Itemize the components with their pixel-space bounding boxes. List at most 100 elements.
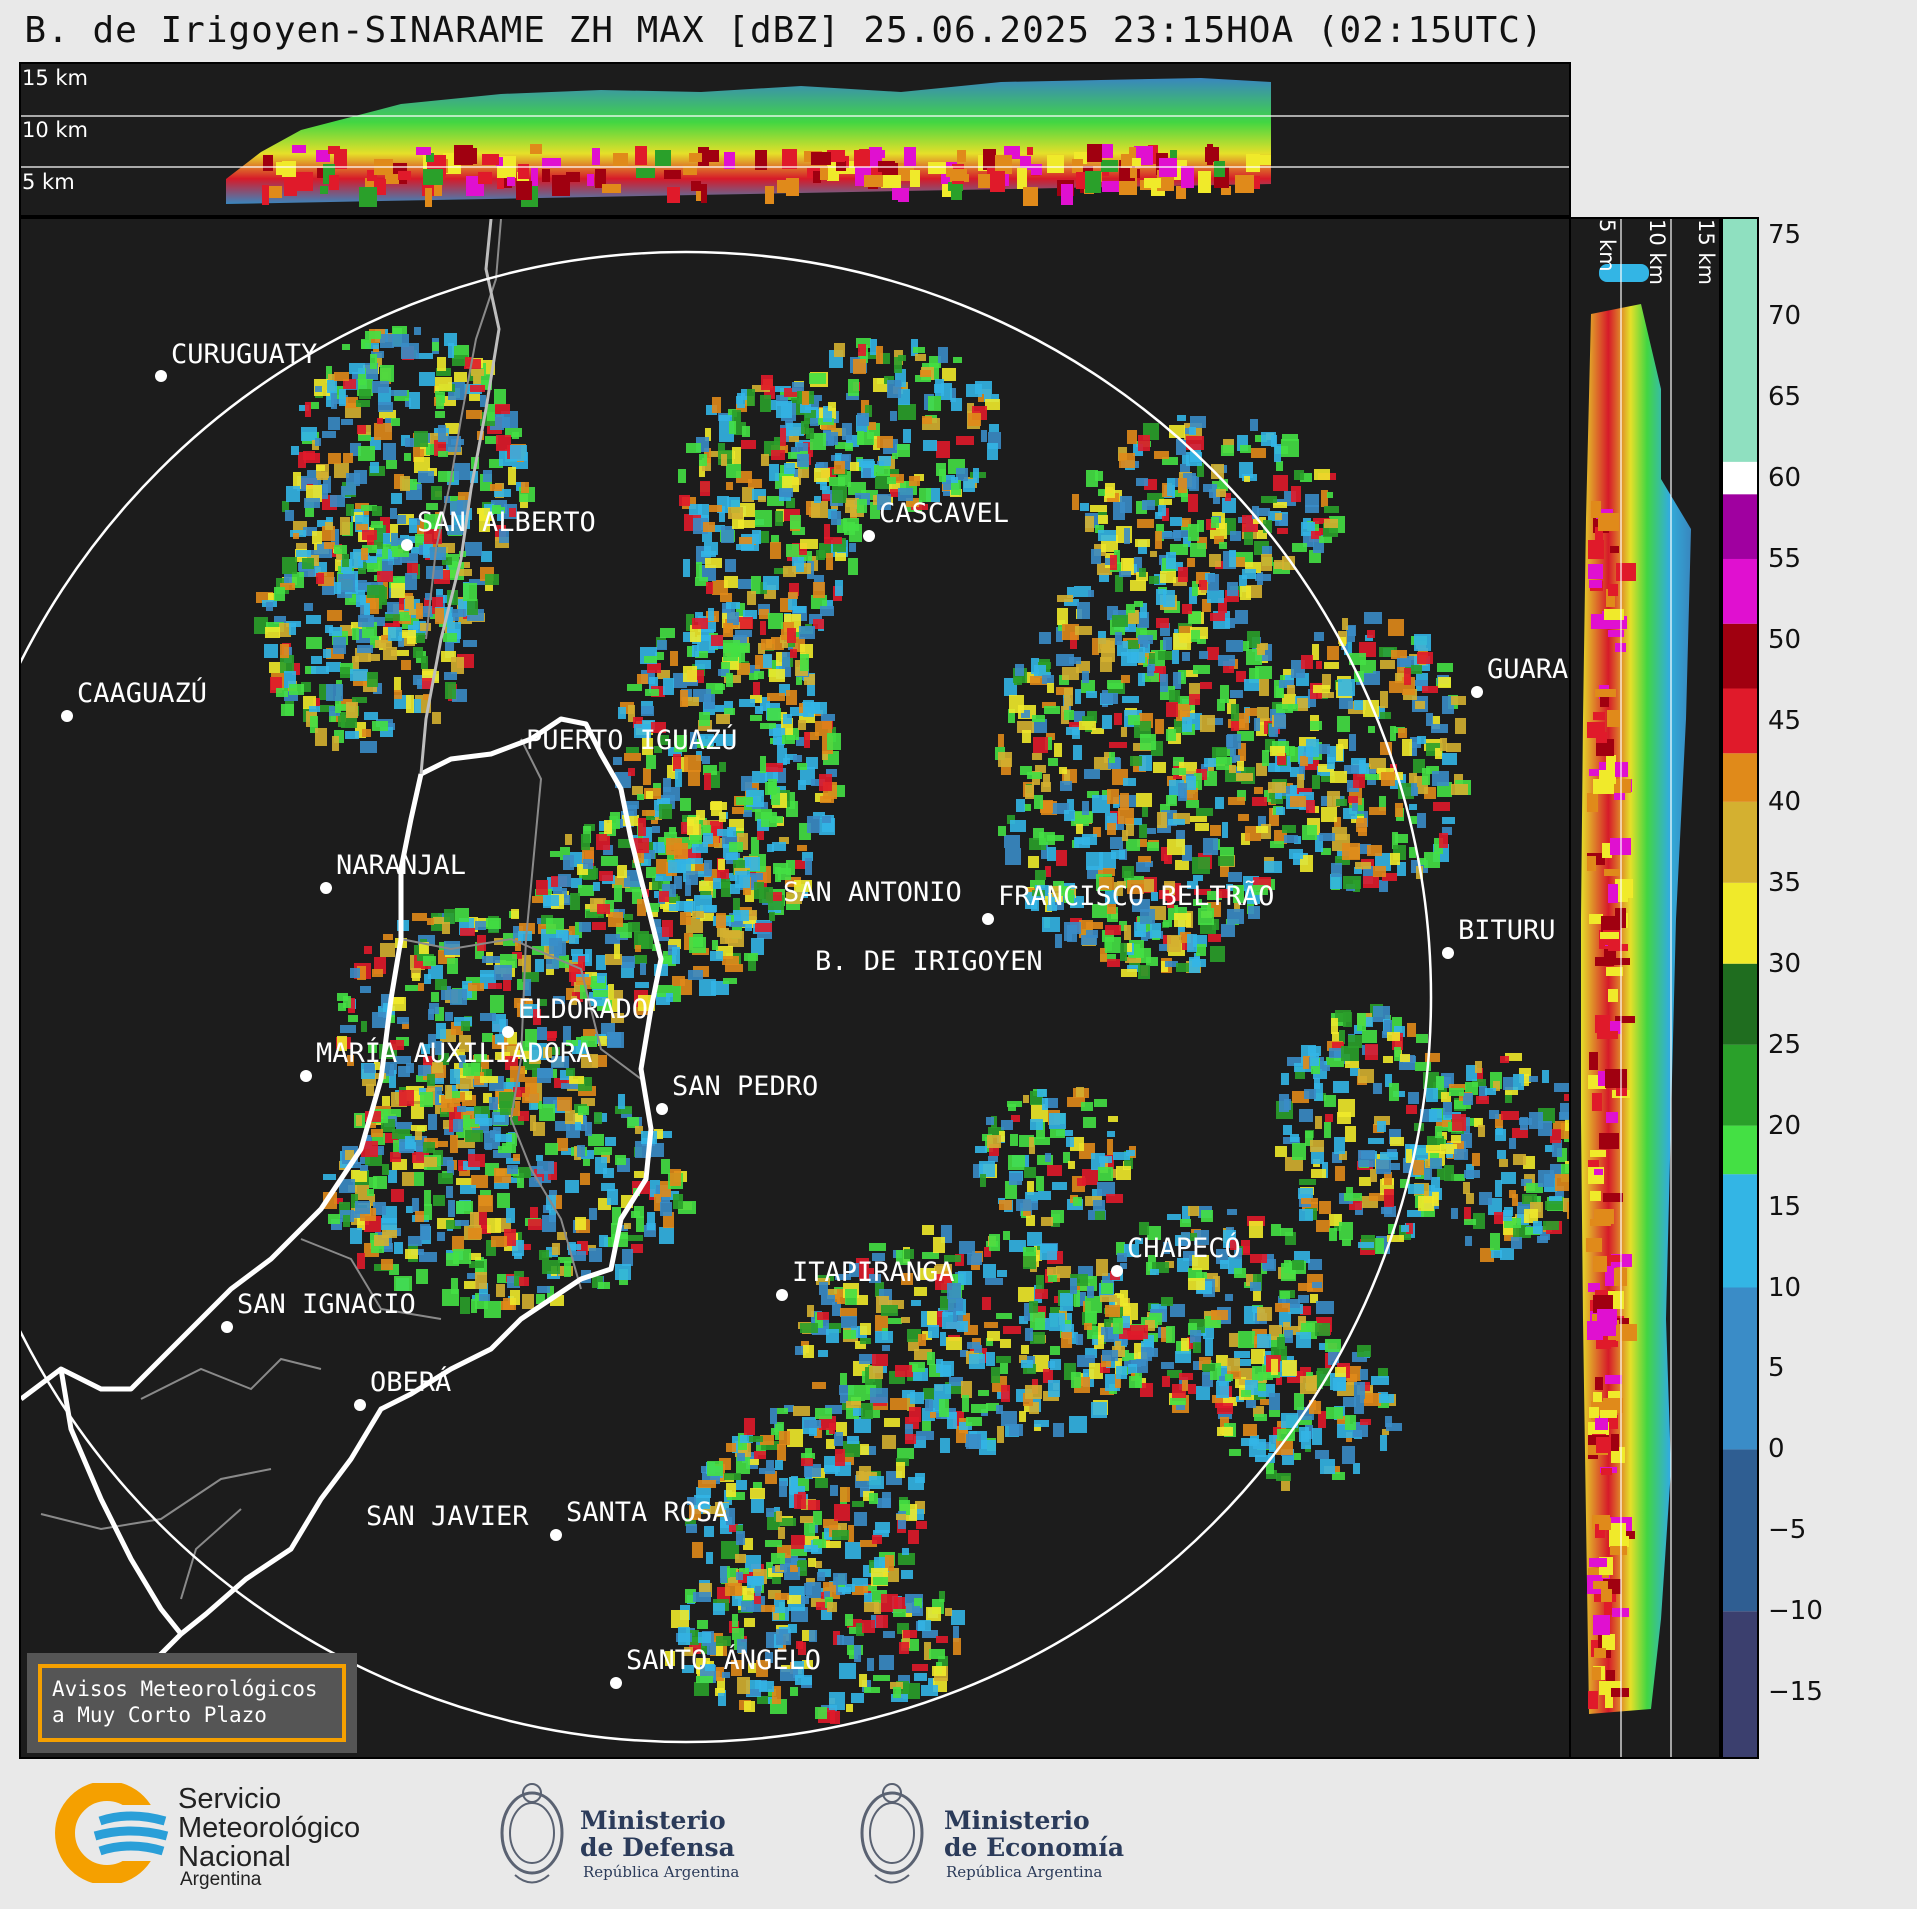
colorbar-tick-label: 5 — [1768, 1353, 1785, 1384]
city-label-itapiranga: ITAPIRANGA — [792, 1257, 955, 1288]
colorbar-band — [1723, 1044, 1757, 1126]
defensa-seal-icon — [500, 1783, 564, 1884]
colorbar-band — [1723, 1449, 1757, 1612]
colorbar-tick-label: −5 — [1768, 1515, 1807, 1546]
colorbar-band — [1723, 461, 1757, 495]
colorbar-tick-label: 45 — [1768, 705, 1802, 736]
colorbar-tick-label: 50 — [1768, 624, 1802, 655]
city-label-maria-auxiliadora: MARÍA AUXILIADORA — [316, 1038, 593, 1069]
radar-map[interactable]: CURUGUATY SAN ALBERTO CASCAVEL CAAGUAZÚ … — [19, 217, 1571, 1759]
city-dot-chapeco — [1111, 1265, 1123, 1277]
city-dot-eldorado — [502, 1026, 514, 1038]
city-label-eldorado: ELDORADO — [518, 994, 649, 1025]
colorbar-tick-label: 55 — [1768, 543, 1802, 574]
colorbar-tick-label: 25 — [1768, 1029, 1802, 1060]
city-dot-maria-auxiliadora — [300, 1070, 312, 1082]
colorbar-band — [1723, 1287, 1757, 1450]
city-dot-santa-rosa — [550, 1529, 562, 1541]
city-dot-san-ignacio — [221, 1321, 233, 1333]
colorbar-tick-label: 60 — [1768, 463, 1802, 494]
colorbar-scale — [1723, 219, 1757, 1757]
smn-line-3: Nacional — [178, 1841, 291, 1873]
economia-logo-subtitle: República Argentina — [946, 1863, 1103, 1881]
city-label-san-alberto: SAN ALBERTO — [417, 507, 596, 538]
colorbar-band — [1723, 1174, 1757, 1288]
km-label-15: 15 km — [22, 66, 89, 90]
colorbar-tick-label: 40 — [1768, 786, 1802, 817]
colorbar-band — [1723, 882, 1757, 964]
city-dot-cascavel — [863, 530, 875, 542]
department-borders — [40, 219, 642, 1600]
warning-legend-box: Avisos Meteorológicos a Muy Corto Plazo — [27, 1653, 357, 1753]
economia-logo-text: Ministerio de Economía — [944, 1807, 1124, 1861]
city-label-obera: OBERÁ — [370, 1367, 452, 1398]
colorbar-band — [1723, 494, 1757, 559]
city-label-cascavel: CASCAVEL — [879, 498, 1010, 529]
city-dot-itapiranga — [776, 1289, 788, 1301]
city-label-b-de-irigoyen: B. DE IRIGOYEN — [815, 946, 1043, 977]
colorbar-tick-label: 0 — [1768, 1434, 1785, 1465]
top-cross-section: 15 km 10 km 5 km — [19, 62, 1571, 217]
colorbar-tick-label: 30 — [1768, 948, 1802, 979]
colorbar-band — [1723, 558, 1757, 624]
colorbar-band — [1723, 219, 1757, 462]
defensa-logo-text: Ministerio de Defensa — [580, 1807, 735, 1861]
dbz-colorbar — [1721, 217, 1759, 1759]
city-label-bituru: BITURU — [1458, 915, 1556, 946]
city-dot-obera — [354, 1399, 366, 1411]
legend-line-1: Avisos Meteorológicos — [52, 1677, 318, 1701]
side-km-label-10: 10 km — [1645, 219, 1669, 286]
city-label-curuguaty: CURUGUATY — [171, 339, 318, 370]
smn-line-1: Servicio — [178, 1783, 282, 1815]
range-ring — [21, 250, 1433, 1744]
km-label-5: 5 km — [22, 170, 75, 194]
colorbar-band — [1723, 963, 1757, 1045]
city-label-francisco-beltrao: FRANCISCO BELTRÃO — [998, 881, 1275, 912]
colorbar-band — [1723, 623, 1757, 689]
city-label-naranjal: NARANJAL — [336, 850, 467, 881]
colorbar-tick-label: 10 — [1768, 1272, 1802, 1303]
city-dot-san-alberto — [401, 539, 413, 551]
economia-line-1: Ministerio — [944, 1806, 1090, 1835]
legend-line-2: a Muy Corto Plazo — [52, 1703, 267, 1727]
smn-logo-text: Servicio Meteorológico Nacional — [178, 1785, 360, 1872]
city-label-san-antonio: SAN ANTONIO — [783, 877, 962, 908]
defensa-logo-subtitle: República Argentina — [583, 1863, 740, 1881]
colorbar-band — [1723, 1125, 1757, 1175]
city-label-santa-rosa: SANTA ROSA — [566, 1497, 729, 1528]
city-dot-naranjal — [320, 882, 332, 894]
colorbar-band — [1723, 1611, 1757, 1757]
top-section-echo — [21, 78, 1569, 207]
colorbar-tick-label: 35 — [1768, 867, 1802, 898]
km-label-10: 10 km — [22, 118, 89, 142]
city-label-san-pedro: SAN PEDRO — [672, 1071, 819, 1102]
colorbar-tick-label: 65 — [1768, 382, 1802, 413]
colorbar-tick-label: 15 — [1768, 1191, 1802, 1222]
colorbar-tick-label: 20 — [1768, 1110, 1802, 1141]
economia-seal-icon — [860, 1783, 924, 1884]
paraguay-brazil-border — [419, 219, 501, 775]
side-section-echo — [1581, 219, 1691, 1757]
colorbar-band — [1723, 688, 1757, 754]
colorbar-tick-label: 70 — [1768, 301, 1802, 332]
defensa-line-1: Ministerio — [580, 1806, 726, 1835]
city-label-caaguazu: CAAGUAZÚ — [77, 678, 208, 709]
city-dot-bituru — [1442, 947, 1454, 959]
city-label-chapeco: CHAPECÓ — [1127, 1233, 1241, 1264]
city-dot-caaguazu — [61, 710, 73, 722]
city-label-santo-angelo: SANTO ÁNGELO — [626, 1645, 822, 1676]
side-km-label-5: 5 km — [1595, 219, 1619, 272]
smn-logo-subtitle: Argentina — [180, 1869, 262, 1890]
smn-logo-icon — [55, 1783, 177, 1883]
colorbar-band — [1723, 753, 1757, 802]
smn-line-2: Meteorológico — [178, 1812, 361, 1844]
side-km-label-15: 15 km — [1694, 219, 1718, 286]
city-label-san-javier: SAN JAVIER — [366, 1501, 529, 1532]
colorbar-tick-label: 75 — [1768, 220, 1802, 251]
colorbar-band — [1723, 801, 1757, 883]
radar-map-canvas — [21, 219, 1569, 1751]
page-title: B. de Irigoyen-SINARAME ZH MAX [dBZ] 25.… — [24, 10, 1544, 51]
city-label-puerto-iguazu: PUERTO IGUAZÚ — [526, 725, 738, 756]
warning-legend-frame: Avisos Meteorológicos a Muy Corto Plazo — [38, 1664, 346, 1742]
colorbar-tick-label: −15 — [1768, 1677, 1823, 1708]
